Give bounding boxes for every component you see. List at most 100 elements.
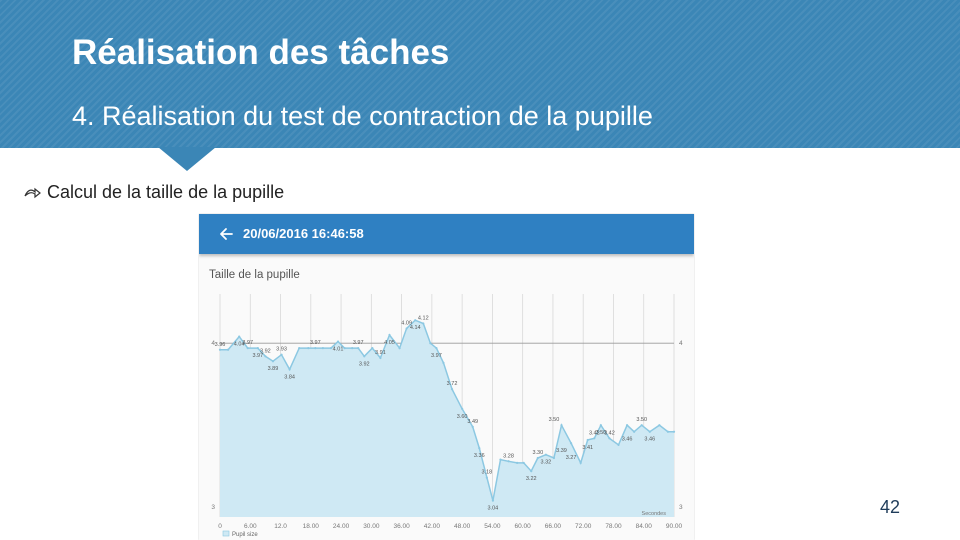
data-point: [485, 476, 488, 479]
data-point: [371, 347, 374, 350]
data-label: 3.50: [595, 430, 606, 436]
chart-title: Taille de la pupille: [209, 269, 300, 281]
data-label: 4.09: [401, 320, 412, 326]
data-point: [414, 319, 417, 322]
data-point: [666, 430, 670, 433]
data-point: [579, 461, 582, 464]
data-label: 3.84: [284, 374, 295, 380]
data-point: [608, 437, 611, 440]
data-label: 3.97: [252, 353, 263, 359]
page-number: 42: [880, 497, 901, 517]
x-tick-label: 24.00: [333, 523, 350, 530]
x-tick-label: 0: [218, 523, 222, 530]
data-point: [405, 327, 408, 330]
data-point: [478, 447, 481, 450]
data-point: [218, 348, 222, 351]
right-y-tick-label: 3: [679, 504, 683, 511]
data-point: [307, 347, 310, 350]
data-point: [314, 347, 317, 350]
data-label: 3.04: [488, 506, 499, 512]
title-banner: [0, 0, 960, 148]
data-label: 3.41: [582, 445, 593, 451]
data-point: [586, 438, 589, 442]
data-point: [471, 425, 474, 428]
legend-label: Pupil size: [232, 532, 258, 538]
data-label: 3.22: [526, 476, 537, 482]
series-line: [220, 319, 674, 501]
data-point: [461, 407, 464, 410]
data-label: 3.27: [566, 455, 577, 461]
banner-notch: [158, 147, 216, 171]
data-point: [238, 335, 241, 338]
data-label: 3.46: [644, 437, 655, 443]
app-bar-title: 20/06/2016 16:46:58: [243, 226, 364, 241]
x-tick-label: 54.00: [484, 523, 501, 530]
slide-title: Réalisation des tâches: [72, 33, 450, 72]
data-label: 3.42: [589, 430, 600, 436]
y-tick-label: 3: [211, 504, 215, 511]
x-tick-label: 90.00: [666, 523, 683, 530]
bullet-text: Calcul de la taille de la pupille: [47, 182, 285, 202]
data-label: 3.91: [375, 350, 386, 356]
data-point: [672, 430, 676, 433]
data-point: [288, 368, 291, 371]
data-point: [599, 424, 602, 427]
x-tick-label: 84.00: [636, 523, 653, 530]
data-point: [336, 340, 340, 343]
slide-subtitle: 4. Réalisation du test de contraction de…: [72, 101, 653, 131]
data-label: 3.60: [457, 414, 468, 420]
legend-swatch: [222, 530, 230, 537]
arrow-left-icon[interactable]: [217, 225, 235, 243]
x-tick-label: 6.00: [244, 523, 257, 530]
bullet-item: Calcul de la taille de la pupille: [24, 182, 284, 203]
data-label: 3.42: [604, 430, 615, 436]
data-point: [398, 347, 401, 350]
data-label: 3.32: [541, 460, 552, 466]
data-point: [450, 388, 454, 391]
data-point: [544, 453, 547, 456]
data-label: 4.14: [410, 325, 421, 331]
data-label: 3.97: [310, 340, 321, 346]
x-tick-label: 42.00: [424, 523, 441, 530]
data-point: [617, 443, 620, 446]
data-point: [648, 430, 651, 433]
data-point: [256, 347, 259, 350]
data-point: [516, 461, 519, 464]
data-point: [264, 355, 267, 358]
data-point: [422, 322, 425, 325]
x-tick-label: 30.00: [363, 523, 380, 530]
data-label: 4.04: [234, 342, 245, 348]
x-tick-label: 60.00: [515, 523, 532, 530]
data-label: 3.92: [260, 348, 271, 354]
data-label: 3.97: [353, 340, 364, 346]
data-point: [388, 333, 391, 337]
data-label: 4.01: [333, 347, 344, 353]
data-point: [560, 424, 563, 427]
data-point: [499, 458, 502, 461]
data-label: 3.50: [636, 417, 647, 423]
x-tick-label: 12.0: [274, 523, 287, 530]
data-point: [429, 342, 432, 345]
data-point: [271, 360, 275, 363]
data-point: [363, 355, 366, 358]
data-point: [351, 347, 354, 350]
x-axis-label: Secondes: [642, 511, 667, 517]
data-point: [435, 347, 438, 350]
data-point: [633, 430, 636, 433]
data-point: [522, 461, 525, 464]
x-tick-label: 78.00: [605, 523, 622, 530]
x-tick-label: 72.00: [575, 523, 592, 530]
data-point: [379, 356, 382, 360]
data-point: [491, 499, 495, 502]
pupil-size-chart: Taille de la pupille 3.96 4.043.973.973.9…: [209, 269, 683, 538]
data-point: [625, 424, 629, 427]
data-point: [226, 348, 230, 351]
data-point: [658, 424, 661, 427]
data-point: [640, 424, 643, 427]
data-label: 3.49: [467, 419, 478, 425]
right-y-tick-label: 4: [679, 340, 683, 347]
data-label: 3.89: [268, 366, 279, 372]
data-label: 3.93: [276, 347, 287, 353]
data-point: [530, 469, 533, 473]
